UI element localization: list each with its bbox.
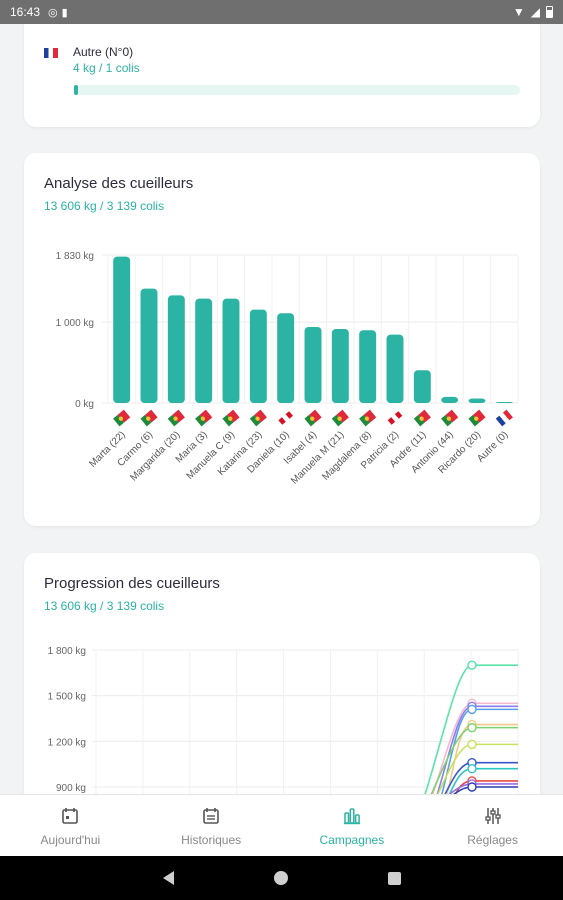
y-tick-label: 900 kg xyxy=(56,783,86,794)
france-flag-icon xyxy=(495,409,513,427)
series-point[interactable] xyxy=(467,739,477,750)
bar[interactable] xyxy=(413,370,431,403)
nav-today-label: Aujourd'hui xyxy=(40,833,101,847)
calendar-today-icon xyxy=(62,808,79,824)
y-tick-label: 1 200 kg xyxy=(48,737,86,748)
portugal-flag-icon xyxy=(304,409,322,427)
portugal-flag-icon xyxy=(222,409,240,427)
picker-line-chart: 1 800 kg 1 500 kg 1 200 kg 900 kg xyxy=(48,646,519,794)
nav-history-label: Historiques xyxy=(181,833,242,847)
nav-history[interactable]: Historiques xyxy=(141,795,282,856)
series-point[interactable] xyxy=(467,704,477,715)
bar[interactable] xyxy=(249,309,267,403)
calendar-list-icon xyxy=(203,808,219,824)
series-point[interactable] xyxy=(467,782,477,792)
bar[interactable] xyxy=(468,398,486,403)
analyse-card: Analyse des cueilleurs 13 606 kg / 3 139… xyxy=(24,153,540,526)
nav-settings-label: Réglages xyxy=(467,833,518,847)
nav-campaigns-label: Campagnes xyxy=(319,833,385,847)
status-bar: 16:43 ◎ ▮ ▼ ◢ xyxy=(0,0,563,24)
nav-settings[interactable]: Réglages xyxy=(422,795,563,856)
y-tick-label: 1 000 kg xyxy=(56,318,94,329)
bar[interactable] xyxy=(359,330,377,403)
bar[interactable] xyxy=(386,334,404,403)
scroll-content[interactable]: Autre (N°0) 4 kg / 1 colis Analyse des c… xyxy=(0,24,563,794)
sync-icon: ◎ xyxy=(48,6,58,19)
bottom-nav: Aujourd'hui Historiques Campagnes R xyxy=(0,794,563,856)
bar[interactable] xyxy=(140,288,158,403)
portugal-flag-icon xyxy=(441,409,459,427)
picker-progress-fill xyxy=(74,85,79,95)
status-time: 16:43 xyxy=(10,5,41,19)
system-nav-bar xyxy=(0,856,563,900)
portugal-flag-icon xyxy=(413,409,431,427)
series-point[interactable] xyxy=(467,722,477,733)
analyse-title: Analyse des cueilleurs xyxy=(44,175,194,192)
picker-progress-bar xyxy=(74,85,520,95)
battery-icon xyxy=(546,6,553,18)
bar[interactable] xyxy=(195,298,213,403)
bar[interactable] xyxy=(113,256,131,403)
nav-campaigns[interactable]: Campagnes xyxy=(282,795,423,856)
portugal-flag-icon xyxy=(331,409,349,427)
series-line xyxy=(444,761,518,794)
nav-today[interactable]: Aujourd'hui xyxy=(0,795,141,856)
back-icon[interactable] xyxy=(162,871,174,885)
france-flag-icon xyxy=(44,48,58,58)
progression-card: Progression des cueilleurs 13 606 kg / 3… xyxy=(24,553,540,794)
signal-icon: ◢ xyxy=(530,5,540,19)
series-point[interactable] xyxy=(467,764,477,774)
analyse-subtitle: 13 606 kg / 3 139 colis xyxy=(44,199,165,213)
peru-flag-icon xyxy=(387,411,403,425)
bar[interactable] xyxy=(277,313,295,403)
portugal-flag-icon xyxy=(113,409,131,427)
bar[interactable] xyxy=(167,295,185,403)
bar[interactable] xyxy=(441,396,459,403)
sd-card-icon: ▮ xyxy=(61,6,68,19)
portugal-flag-icon xyxy=(468,409,486,427)
sliders-icon xyxy=(484,808,501,824)
bar[interactable] xyxy=(304,326,322,403)
bar[interactable] xyxy=(222,298,240,403)
bar[interactable] xyxy=(495,402,513,403)
y-tick-label: 0 kg xyxy=(75,399,94,410)
progression-title: Progression des cueilleurs xyxy=(44,575,220,592)
portugal-flag-icon xyxy=(249,409,267,427)
picker-card-autre: Autre (N°0) 4 kg / 1 colis xyxy=(24,24,540,127)
y-tick-label: 1 800 kg xyxy=(48,646,86,657)
portugal-flag-icon xyxy=(195,409,213,427)
y-tick-label: 1 830 kg xyxy=(56,251,94,262)
picker-name: Autre (N°0) xyxy=(73,45,134,59)
portugal-flag-icon xyxy=(359,409,377,427)
picker-total: 4 kg / 1 colis xyxy=(73,61,140,75)
progression-subtitle: 13 606 kg / 3 139 colis xyxy=(44,599,165,613)
wifi-icon: ▼ xyxy=(512,5,525,19)
portugal-flag-icon xyxy=(140,409,158,427)
home-icon[interactable] xyxy=(273,871,288,885)
recents-icon[interactable] xyxy=(387,871,401,885)
y-tick-label: 1 500 kg xyxy=(48,692,86,703)
bar-chart-icon xyxy=(343,808,360,825)
bar[interactable] xyxy=(331,329,349,403)
series-line xyxy=(453,786,518,794)
series-point[interactable] xyxy=(467,660,477,670)
portugal-flag-icon xyxy=(167,409,185,427)
peru-flag-icon xyxy=(278,411,293,425)
